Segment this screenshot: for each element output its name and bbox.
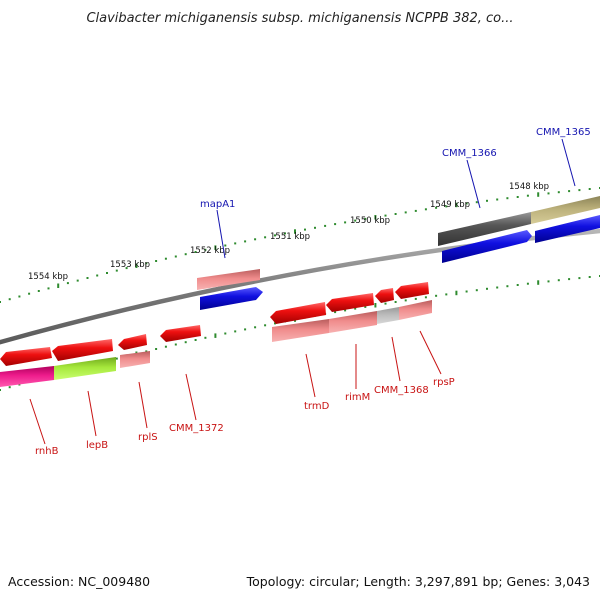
gene-rnhB-magenta[interactable] [0,366,54,387]
forward-strand-genes [197,196,600,310]
gene-rimM-pink[interactable] [329,311,377,333]
gene-label-cmm1366[interactable]: CMM_1366 [442,148,497,159]
gene-cmm1365-olive[interactable] [531,196,600,224]
gene-cmm1365-blue[interactable] [535,215,600,243]
leader-line [419,330,442,375]
ruler-label: 1554 kbp [28,272,68,282]
gene-label-rimM[interactable]: rimM [345,392,370,403]
leader-line [87,390,97,437]
ruler-label: 1549 kbp [430,200,470,210]
ruler-label: 1551 kbp [270,232,310,242]
gene-label-rplS[interactable]: rplS [138,432,158,443]
gene-label-rnhB[interactable]: rnhB [35,446,59,457]
gene-rnhB-red[interactable] [0,347,52,366]
gene-lepB-lime[interactable] [54,357,116,380]
gene-rplS-pink[interactable] [120,351,150,368]
ruler-labels: 1554 kbp 1553 kbp 1552 kbp 1551 kbp 1550… [28,182,549,282]
gene-rpsP-red[interactable] [395,282,429,299]
gene-label-cmm1372[interactable]: CMM_1372 [169,423,224,434]
gene-label-rpsP[interactable]: rpsP [433,377,455,388]
gene-trmD-red[interactable] [270,302,326,324]
accession-text: Accession: NC_009480 [8,574,150,589]
gene-label-mapA1[interactable]: mapA1 [200,199,235,210]
gene-rimM-red[interactable] [326,293,374,312]
gene-mapA1-pink[interactable] [197,269,260,290]
topology-summary: Topology: circular; Length: 3,297,891 bp… [246,574,590,589]
leader-line [561,138,576,187]
outer-tick-ring [0,187,600,303]
leader-line [466,159,481,209]
top-gene-labels: mapA1 CMM_1366 CMM_1365 [200,127,591,259]
leader-line [391,336,401,382]
gene-mapA1-blue[interactable] [200,287,263,310]
ruler-label: 1548 kbp [509,182,549,192]
gene-cmm1366-gray[interactable] [438,212,531,246]
leader-line [185,373,197,421]
gene-cmm1368-lightgray[interactable] [377,307,399,324]
gene-label-lepB[interactable]: lepB [86,440,108,451]
gene-cmm1372-red[interactable] [160,325,201,342]
gene-rplS-red[interactable] [118,334,147,350]
leader-line [138,381,148,429]
gene-trmD-pink[interactable] [272,319,329,342]
ruler-label: 1553 kbp [110,260,150,270]
gene-label-trmD[interactable]: trmD [304,401,330,412]
leader-line [216,209,226,259]
gene-rpsP-pink[interactable] [399,300,432,320]
gene-lepB-red[interactable] [52,339,113,361]
ruler-label: 1552 kbp [190,246,230,256]
gene-cmm1366-blue[interactable] [442,230,532,263]
gene-cmm1368-red[interactable] [375,288,394,303]
gene-label-cmm1368[interactable]: CMM_1368 [374,385,429,396]
map-title: Clavibacter michiganensis subsp. michiga… [86,11,513,26]
gene-label-cmm1365[interactable]: CMM_1365 [536,127,591,138]
reverse-strand-genes [0,282,432,387]
ruler-label: 1550 kbp [350,216,390,226]
leader-line [29,398,46,445]
leader-line [305,353,316,398]
bottom-gene-labels: rnhB lepB rplS CMM_1372 trmD rimM CMM_13… [29,330,455,457]
